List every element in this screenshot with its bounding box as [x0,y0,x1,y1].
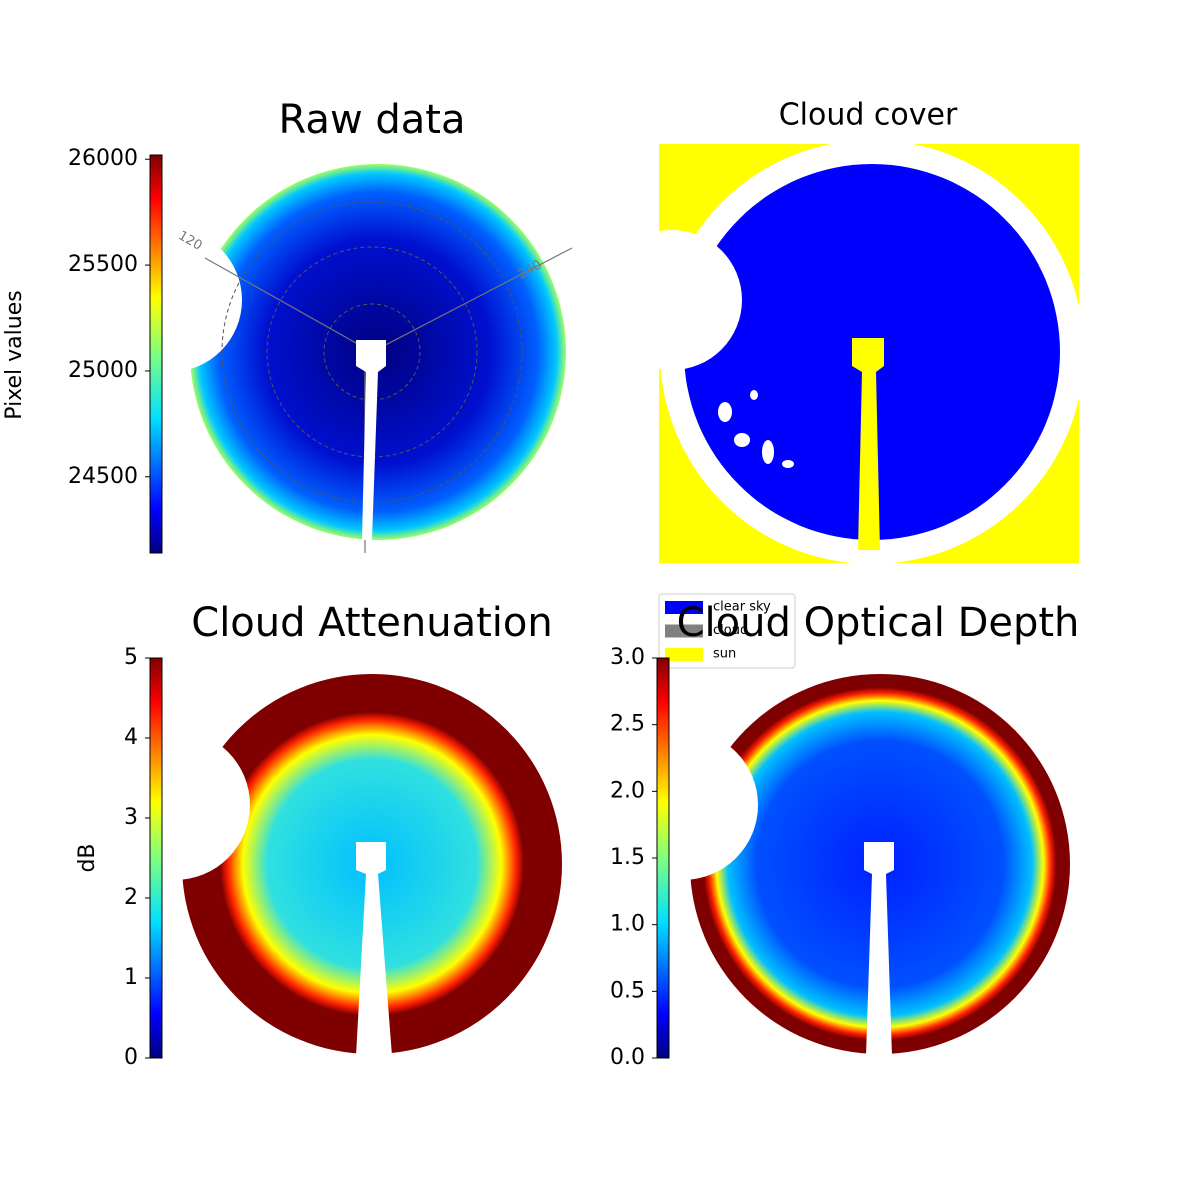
cloud-cover-image [602,140,1084,564]
colorbar-tick-label: 26000 [68,146,138,171]
attenuation-image [100,674,562,1056]
legend-patch [665,601,703,614]
colorbar-tick-label: 25500 [68,252,138,277]
colorbar-tick-label: 2.0 [610,778,645,803]
colorbar [149,657,163,1059]
colorbar-label: dB [75,843,100,872]
legend-label: cloud [713,623,748,638]
panel-title: Cloud cover [779,98,958,133]
colorbar-tick-label: 4 [124,725,138,750]
colorbar-tick-label: 1.0 [610,912,645,937]
colorbar-tick-label: 0 [124,1045,138,1070]
panel-title: Raw data [279,97,466,143]
colorbar-tick-label: 3 [124,805,138,830]
colorbar-tick-label: 24500 [68,464,138,489]
colorbar-tick-label: 3.0 [610,645,645,670]
colorbar [656,657,670,1059]
panel-title: Cloud Optical Depth [677,600,1080,646]
colorbar-tick-label: 5 [124,645,138,670]
raw-image [98,164,573,553]
colorbar-tick-label: 25000 [68,358,138,383]
colorbar-tick-label: 0.5 [610,978,645,1003]
optical-depth-image [608,674,1070,1056]
colorbar-tick-label: 2 [124,885,138,910]
legend-patch [665,624,703,638]
legend-label: clear sky [713,600,771,615]
panel-title: Cloud Attenuation [191,600,552,646]
colorbar-tick-label: 2.5 [610,712,645,737]
colorbar [149,154,163,554]
legend-label: sun [713,647,736,662]
colorbar-tick-label: 1.5 [610,845,645,870]
legend-patch [665,648,703,661]
colorbar-tick-label: 0.0 [610,1045,645,1070]
colorbar-label: Pixel values [2,290,27,419]
colorbar-tick-label: 1 [124,965,138,990]
